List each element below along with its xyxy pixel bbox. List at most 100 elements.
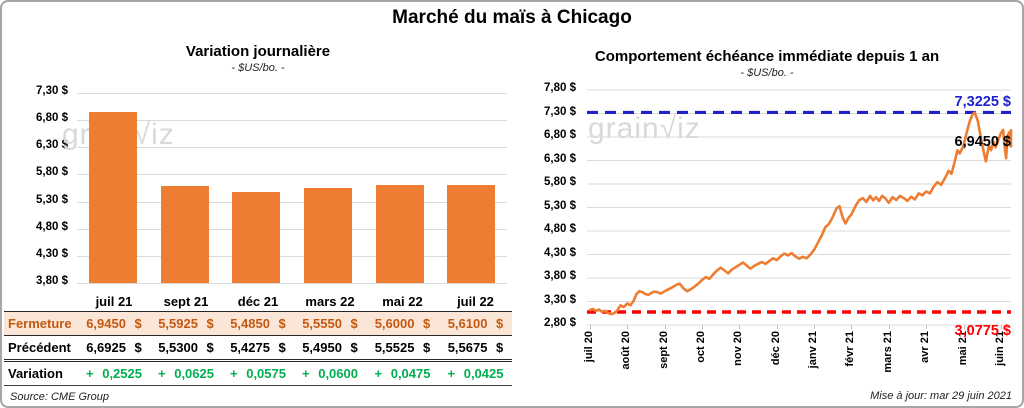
table-row-label: Fermeture	[4, 311, 78, 336]
x-axis-label: oct 20	[695, 331, 708, 363]
y-axis-label: 5,30 $	[36, 193, 68, 206]
x-axis-label: juil 20	[583, 331, 595, 363]
x-axis-label: janv 21	[807, 331, 820, 369]
gridline	[77, 93, 507, 94]
y-axis-label: 7,80 $	[544, 82, 576, 94]
last-value-label: 6,9450 $	[954, 134, 1011, 150]
gridline	[77, 201, 507, 203]
bar-déc-21	[232, 191, 281, 283]
y-axis-label: 4,30 $	[544, 246, 576, 259]
x-axis-label: nov 20	[732, 331, 745, 366]
x-axis-label: août 20	[620, 331, 633, 370]
table-cell: + 0,0625	[150, 360, 222, 386]
gridline	[77, 147, 507, 149]
x-axis-label: mars 21	[881, 331, 894, 373]
gridline	[77, 255, 507, 257]
x-axis-label: déc 20	[769, 331, 782, 366]
table-cell: 6,6925 $	[78, 335, 150, 362]
table-col-header: juil 21	[78, 291, 150, 312]
x-axis-label: mai 21	[956, 331, 969, 366]
y-axis-label: 3,80 $	[36, 275, 68, 287]
table-cell: + 0,0575	[222, 360, 294, 386]
table-cell: + 0,0475	[366, 360, 439, 386]
table-col-header: mars 22	[294, 291, 366, 312]
table-cell: + 0,0600	[294, 360, 366, 386]
y-axis-label: 2,80 $	[544, 317, 576, 329]
left-chart-subtitle: - $US/bo. -	[231, 62, 285, 74]
page-title: Marché du maïs à Chicago	[392, 7, 632, 28]
y-axis-label: 6,30 $	[36, 139, 68, 152]
axis-tick	[814, 325, 816, 329]
table-cell: + 0,2525	[78, 360, 150, 386]
bar-mai-22	[375, 185, 424, 283]
table-col-header: sept 21	[150, 291, 222, 312]
table-cell: 5,4950 $	[294, 335, 366, 362]
table-row-previous: Précédent 6,6925 $5,5300 $5,4275 $5,4950 …	[4, 335, 512, 362]
table-corner-cell	[4, 291, 78, 312]
right-chart-subtitle: - $US/bo. -	[740, 67, 794, 79]
table-header-row: juil 21 sept 21 déc 21 mars 22 mai 22 juil 22	[4, 291, 512, 312]
left-chart-title: Variation journalière	[185, 43, 331, 60]
bar-sept-21	[160, 185, 209, 283]
grainwiz-watermark: grain√iz	[588, 112, 701, 145]
y-axis-label: 3,80 $	[544, 270, 576, 282]
bar-juil-22	[447, 184, 496, 283]
y-axis-label: 7,30 $	[544, 105, 576, 118]
y-axis-label: 6,80 $	[36, 112, 68, 125]
table-row-close: Fermeture 6,9450 $5,5925 $5,4850 $5,5550 …	[4, 311, 512, 336]
gridline	[77, 283, 507, 284]
table-col-header: déc 21	[222, 291, 294, 312]
table-col-header: juil 22	[439, 291, 512, 312]
axis-tick	[963, 325, 965, 329]
table-row-label: Variation	[4, 360, 78, 386]
table-cell: 5,5675 $	[439, 335, 512, 362]
gridline	[77, 120, 507, 122]
quotes-table: juil 21 sept 21 déc 21 mars 22 mai 22 juil 22…	[4, 291, 512, 386]
y-axis-label: 7,30 $	[36, 85, 68, 97]
axis-tick	[776, 325, 778, 329]
axis-tick	[739, 325, 741, 329]
max-line-label: 7,3225 $	[954, 94, 1011, 110]
table-cell: 5,4275 $	[222, 335, 294, 362]
axis-tick	[590, 325, 591, 329]
axis-tick	[702, 325, 704, 329]
right-chart-title: Comportement échéance immédiate depuis 1…	[594, 48, 940, 65]
gridline	[77, 174, 507, 176]
table-cell: 5,5525 $	[366, 335, 439, 362]
table-cell: 5,5300 $	[150, 335, 222, 362]
table-row-label: Précédent	[4, 335, 78, 362]
y-axis-label: 4,30 $	[36, 247, 68, 260]
line-chart-svg	[587, 89, 1013, 326]
table-cell: 5,5925 $	[150, 311, 222, 336]
y-axis-label: 4,80 $	[544, 223, 576, 235]
x-axis-label: févr 21	[844, 331, 857, 367]
y-axis-label: 5,80 $	[544, 176, 576, 188]
y-axis-label: 6,80 $	[544, 129, 576, 141]
min-line-label: 3,0775 $	[954, 323, 1011, 339]
gridline	[77, 228, 507, 230]
table-row-variation: Variation + 0,2525 + 0,0625 + 0,0575 + 0,060…	[4, 360, 512, 386]
table-cell: 5,4850 $	[222, 311, 294, 336]
y-axis-label: 4,80 $	[36, 220, 68, 233]
table-cell: 5,6000 $	[366, 311, 439, 336]
line-chart	[587, 89, 1013, 326]
table-cell: 5,5550 $	[294, 311, 366, 336]
y-axis-label: 5,30 $	[544, 199, 576, 212]
bar-mars-22	[303, 187, 352, 283]
table-cell: 6,9450 $	[78, 311, 150, 336]
source-note: Source: CME Group	[10, 391, 110, 403]
bar-juil-21	[88, 112, 137, 283]
axis-tick	[851, 325, 853, 329]
axis-tick	[664, 325, 666, 329]
update-note: Mise à jour: mar 29 juin 2021	[870, 390, 1012, 402]
table-col-header: mai 22	[366, 291, 439, 312]
y-axis-label: 3,30 $	[544, 293, 576, 306]
x-axis-label: juin 21	[993, 331, 1006, 366]
table-cell: 5,6100 $	[439, 311, 512, 336]
axis-tick	[888, 325, 890, 329]
y-axis-label: 5,80 $	[36, 166, 68, 179]
axis-tick	[1000, 325, 1002, 329]
y-axis-label: 6,30 $	[544, 152, 576, 165]
price-line	[588, 111, 1013, 316]
x-axis-label: sept 20	[657, 331, 670, 369]
